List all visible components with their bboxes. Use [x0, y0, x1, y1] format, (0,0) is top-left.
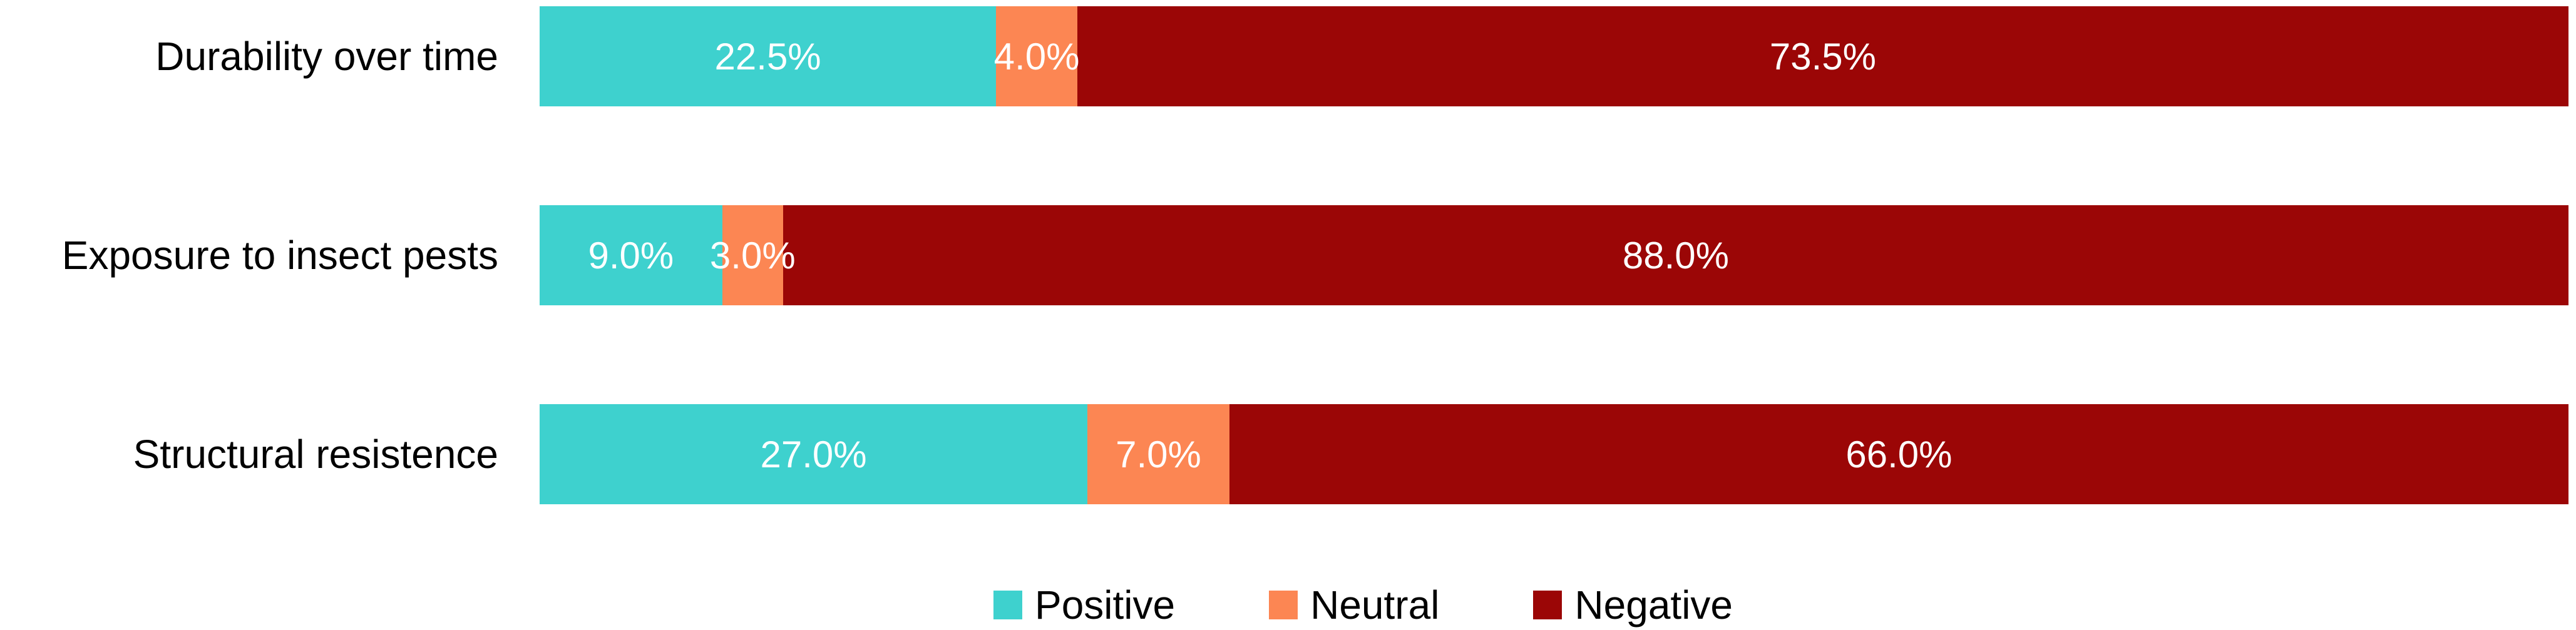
- bar-segment-negative: 88.0%: [783, 205, 2568, 305]
- segment-value-label: 7.0%: [1116, 433, 1201, 475]
- legend-item-negative: Negative: [1533, 582, 1733, 628]
- legend-item-neutral: Neutral: [1269, 582, 1439, 628]
- legend-swatch-icon: [993, 591, 1022, 619]
- bar-segment-negative: 73.5%: [1077, 6, 2568, 106]
- segment-value-label: 88.0%: [1622, 234, 1730, 277]
- bar-segment-positive: 22.5%: [540, 6, 997, 106]
- legend-label: Neutral: [1310, 582, 1440, 627]
- chart-row: Structural resistence 27.0% 7.0% 66.0%: [0, 404, 2576, 504]
- legend-label: Positive: [1035, 582, 1176, 627]
- legend-swatch-icon: [1269, 591, 1298, 619]
- chart-legend: Positive Neutral Negative: [75, 582, 2576, 628]
- segment-value-label: 66.0%: [1845, 433, 1953, 475]
- chart-rows: Durability over time 22.5% 4.0% 73.5% Exposu…: [0, 6, 2576, 504]
- segment-value-label: 9.0%: [588, 234, 674, 277]
- stacked-bar: 27.0% 7.0% 66.0%: [540, 404, 2568, 504]
- chart-row: Exposure to insect pests 9.0% 3.0% 88.0%: [0, 205, 2576, 305]
- category-label: Exposure to insect pests: [61, 233, 498, 278]
- legend-swatch-icon: [1533, 591, 1563, 619]
- bar-segment-neutral: 7.0%: [1087, 404, 1229, 504]
- segment-value-label: 73.5%: [1769, 35, 1876, 78]
- bar-segment-neutral: 4.0%: [993, 6, 1080, 106]
- stacked-bar: 9.0% 3.0% 88.0%: [540, 205, 2568, 305]
- segment-value-label: 3.0%: [709, 234, 796, 277]
- bar-segment-negative: 66.0%: [1229, 404, 2568, 504]
- legend-item-positive: Positive: [993, 582, 1175, 628]
- category-label: Durability over time: [155, 34, 498, 79]
- chart-row: Durability over time 22.5% 4.0% 73.5%: [0, 6, 2576, 106]
- legend-label: Negative: [1574, 582, 1733, 627]
- segment-value-label: 22.5%: [714, 35, 821, 78]
- category-label: Structural resistence: [133, 432, 498, 477]
- bar-segment-positive: 27.0%: [540, 404, 1088, 504]
- bar-segment-neutral: 3.0%: [710, 205, 796, 305]
- stacked-bar: 22.5% 4.0% 73.5%: [540, 6, 2568, 106]
- segment-value-label: 27.0%: [760, 433, 867, 475]
- segment-value-label: 4.0%: [993, 35, 1080, 78]
- bar-segment-positive: 9.0%: [540, 205, 722, 305]
